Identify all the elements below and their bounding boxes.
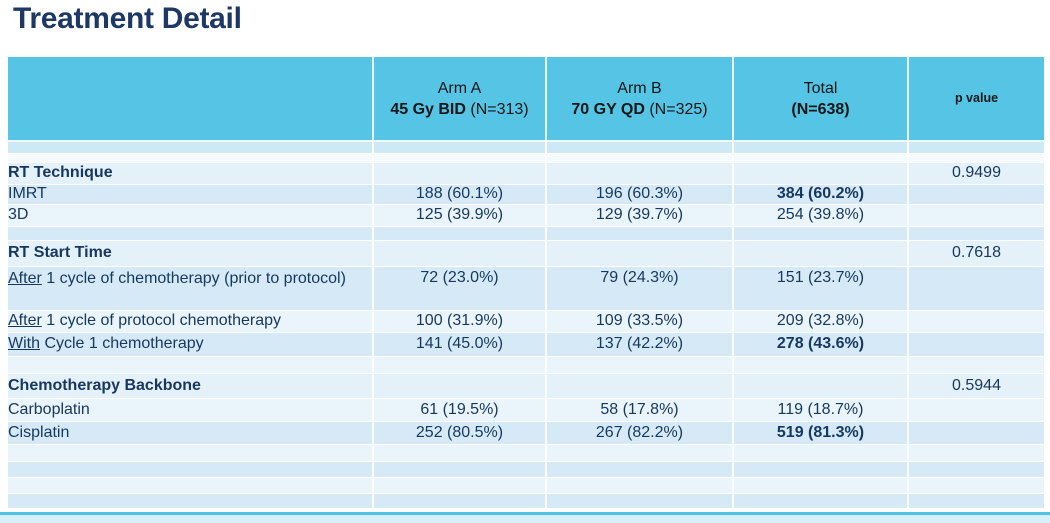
item-label: After 1 cycle of protocol chemotherapy	[8, 310, 374, 333]
item-label: Carboplatin	[8, 398, 374, 422]
arm-b-value: 267 (82.2%)	[546, 421, 734, 445]
spacer-row	[8, 356, 1044, 374]
arm-a-value: 188 (60.1%)	[373, 184, 547, 205]
table-header-row: Arm A 45 Gy BID (N=313) Arm B 70 GY QD (…	[8, 57, 1044, 142]
arm-a-value: 72 (23.0%)	[373, 266, 547, 311]
empty-row	[8, 461, 1044, 478]
arm-b-value: 137 (42.2%)	[546, 332, 734, 357]
spacer-row	[8, 153, 1044, 163]
spacer-row	[8, 226, 1044, 241]
item-label-rest: 1 cycle of chemotherapy (prior to protoc…	[41, 269, 346, 287]
header-arm-a-line1: Arm A	[437, 79, 482, 97]
item-label: Cisplatin	[8, 421, 374, 445]
row-section-rt-start-time: RT Start Time 0.7618	[8, 240, 1044, 267]
item-label-underlined: With	[8, 335, 40, 352]
item-label-rest: 1 cycle of protocol chemotherapy	[41, 312, 282, 329]
arm-a-value: 141 (45.0%)	[373, 332, 547, 357]
row-section-rt-technique: RT Technique 0.9499	[8, 162, 1044, 185]
header-arm-a-n: (N=313)	[465, 100, 529, 118]
arm-b-value: 129 (39.7%)	[546, 204, 734, 227]
treatment-detail-table: Arm A 45 Gy BID (N=313) Arm B 70 GY QD (…	[8, 57, 1044, 509]
row-with-cycle1: With Cycle 1 chemotherapy 141 (45.0%) 13…	[8, 332, 1044, 357]
section-label: Chemotherapy Backbone	[8, 373, 374, 399]
spacer-row	[8, 444, 1044, 462]
section-label: RT Start Time	[8, 240, 374, 267]
item-label-underlined: After	[8, 312, 42, 329]
row-cisplatin: Cisplatin 252 (80.5%) 267 (82.2%) 519 (8…	[8, 421, 1044, 445]
arm-b-value: 109 (33.5%)	[546, 310, 734, 333]
header-total: Total (N=638)	[733, 57, 909, 142]
item-label-rest: Cycle 1 chemotherapy	[40, 335, 204, 352]
header-empty-cell	[8, 57, 374, 142]
item-label-underlined: After	[8, 269, 42, 287]
row-imrt: IMRT 188 (60.1%) 196 (60.3%) 384 (60.2%)	[8, 184, 1044, 205]
arm-a-value: 252 (80.5%)	[373, 421, 547, 445]
section-label: RT Technique	[8, 162, 374, 185]
item-label: 3D	[8, 204, 374, 227]
total-value: 119 (18.7%)	[733, 398, 909, 422]
header-arm-b-line1: Arm B	[617, 79, 662, 97]
item-label: With Cycle 1 chemotherapy	[8, 332, 374, 357]
empty-row	[8, 493, 1044, 509]
arm-a-value: 61 (19.5%)	[373, 398, 547, 422]
page-title: Treatment Detail	[13, 2, 242, 35]
row-after-cycle1-prior: After 1 cycle of chemotherapy (prior to …	[8, 266, 1044, 311]
header-arm-a: Arm A 45 Gy BID (N=313)	[373, 57, 547, 142]
row-after-cycle1-protocol: After 1 cycle of protocol chemotherapy 1…	[8, 310, 1044, 333]
header-arm-b: Arm B 70 GY QD (N=325)	[546, 57, 734, 142]
footer-accent-line	[0, 512, 1050, 515]
p-value: 0.5944	[908, 373, 1044, 399]
total-value: 254 (39.8%)	[733, 204, 909, 227]
row-carboplatin: Carboplatin 61 (19.5%) 58 (17.8%) 119 (1…	[8, 398, 1044, 422]
empty-row	[8, 477, 1044, 494]
item-label: IMRT	[8, 184, 374, 205]
total-value: 151 (23.7%)	[733, 266, 909, 311]
arm-b-value: 58 (17.8%)	[546, 398, 734, 422]
header-total-line1: Total	[803, 79, 838, 97]
header-p-value: p value	[908, 57, 1044, 142]
p-value: 0.7618	[908, 240, 1044, 267]
header-arm-b-dose: 70 GY QD	[571, 100, 645, 118]
row-section-chemotherapy-backbone: Chemotherapy Backbone 0.5944	[8, 373, 1044, 399]
spacer-row	[8, 141, 1044, 154]
row-3d: 3D 125 (39.9%) 129 (39.7%) 254 (39.8%)	[8, 204, 1044, 227]
total-value: 519 (81.3%)	[733, 421, 909, 445]
arm-b-value: 79 (24.3%)	[546, 266, 734, 311]
arm-a-value: 125 (39.9%)	[373, 204, 547, 227]
total-value: 384 (60.2%)	[733, 184, 909, 205]
total-value: 209 (32.8%)	[733, 310, 909, 333]
p-value: 0.9499	[908, 162, 1044, 185]
arm-b-value: 196 (60.3%)	[546, 184, 734, 205]
arm-a-value: 100 (31.9%)	[373, 310, 547, 333]
item-label: After 1 cycle of chemotherapy (prior to …	[8, 266, 374, 311]
header-total-n: (N=638)	[791, 100, 850, 118]
footer-accent-band	[0, 515, 1050, 523]
header-arm-a-dose: 45 Gy BID	[390, 100, 466, 118]
header-arm-b-n: (N=325)	[644, 100, 708, 118]
total-value: 278 (43.6%)	[733, 332, 909, 357]
